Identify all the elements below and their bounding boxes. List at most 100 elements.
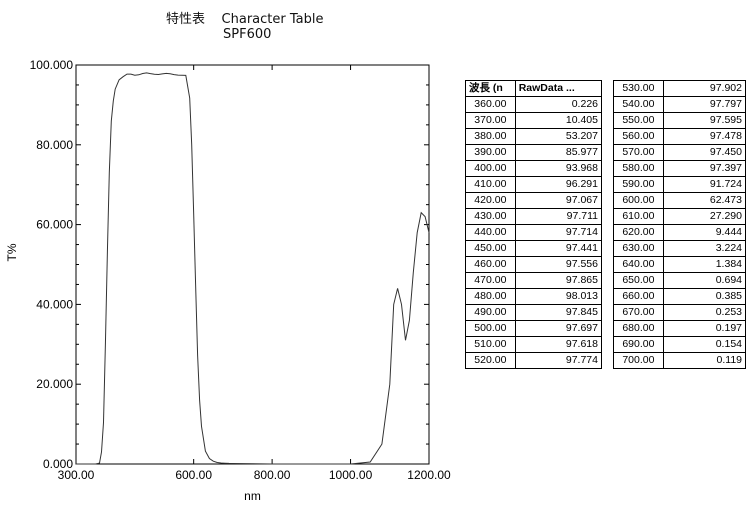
wavelength-cell: 490.00 [465,304,516,321]
rawdata-cell: 97.450 [662,144,747,161]
wavelength-cell: 400.00 [465,160,516,177]
rawdata-cell: 98.013 [514,288,603,305]
wavelength-cell: 610.00 [613,208,664,225]
rawdata-cell: 91.724 [662,176,747,193]
rawdata-cell: 62.473 [662,192,747,209]
table-row: 430.00 97.711 [465,208,603,225]
y-tick-label: 100.000 [30,58,74,72]
rawdata-cell: 0.154 [662,336,747,353]
table-row: 440.00 97.714 [465,224,603,241]
wavelength-cell: 410.00 [465,176,516,193]
rawdata-cell: 97.441 [514,240,603,257]
wavelength-cell: 630.00 [613,240,664,257]
y-tick-label: 40.000 [36,297,73,311]
wavelength-cell: 510.00 [465,336,516,353]
table-row: 420.00 97.067 [465,192,603,209]
table-row: 490.00 97.845 [465,304,603,321]
wavelength-cell: 590.00 [613,176,664,193]
x-tick-label: 1000.00 [329,468,373,482]
table-row: 580.00 97.397 [613,160,747,177]
rawdata-cell: 97.397 [662,160,747,177]
wavelength-cell: 660.00 [613,288,664,305]
rawdata-cell: 9.444 [662,224,747,241]
table-row: 360.00 0.226 [465,96,603,113]
rawdata-cell: 97.797 [662,96,747,113]
y-axis-label: T% [5,243,19,261]
rawdata-cell: 97.845 [514,304,603,321]
column-header-wavelength[interactable]: 波長 (n [465,80,516,97]
wavelength-cell: 560.00 [613,128,664,145]
wavelength-cell: 480.00 [465,288,516,305]
x-tick-label: 300.00 [58,468,95,482]
table-row: 560.00 97.478 [613,128,747,145]
rawdata-cell: 96.291 [514,176,603,193]
rawdata-cell: 0.119 [662,352,747,369]
rawdata-cell: 0.385 [662,288,747,305]
rawdata-cell: 3.224 [662,240,747,257]
rawdata-cell: 0.197 [662,320,747,337]
rawdata-cell: 97.067 [514,192,603,209]
table-row: 700.00 0.119 [613,352,747,369]
table-row: 460.00 97.556 [465,256,603,273]
wavelength-cell: 470.00 [465,272,516,289]
table-row: 450.00 97.441 [465,240,603,257]
table-row: 480.00 98.013 [465,288,603,305]
table-row: 570.00 97.450 [613,144,747,161]
table-row: 620.00 9.444 [613,224,747,241]
table-row: 610.00 27.290 [613,208,747,225]
table-row: 370.00 10.405 [465,112,603,129]
wavelength-cell: 650.00 [613,272,664,289]
table-header-row: 波長 (n RawData ... [465,80,603,97]
table-row: 520.00 97.774 [465,352,603,369]
wavelength-cell: 690.00 [613,336,664,353]
rawdata-cell: 97.865 [514,272,603,289]
wavelength-cell: 640.00 [613,256,664,273]
table-row: 390.00 85.977 [465,144,603,161]
rawdata-cell: 1.384 [662,256,747,273]
wavelength-cell: 390.00 [465,144,516,161]
wavelength-cell: 530.00 [613,80,664,97]
y-tick-label: 80.000 [36,138,73,152]
wavelength-cell: 370.00 [465,112,516,129]
table-row: 650.00 0.694 [613,272,747,289]
table-row: 670.00 0.253 [613,304,747,321]
x-axis-label: nm [244,489,261,503]
y-tick-label: 20.000 [36,377,73,391]
column-header-rawdata[interactable]: RawData ... [514,80,603,97]
rawdata-cell: 97.774 [514,352,603,369]
wavelength-cell: 680.00 [613,320,664,337]
table-row: 600.00 62.473 [613,192,747,209]
table-row: 590.00 91.724 [613,176,747,193]
table-row: 400.00 93.968 [465,160,603,177]
wavelength-cell: 620.00 [613,224,664,241]
chart-subtitle: SPF600 [223,27,272,42]
x-tick-label: 600.00 [175,468,212,482]
table-row: 690.00 0.154 [613,336,747,353]
chart-title: 特性表 Character Table [166,8,323,27]
table-row: 640.00 1.384 [613,256,747,273]
table-row: 680.00 0.197 [613,320,747,337]
rawdata-cell: 97.595 [662,112,747,129]
table-row: 500.00 97.697 [465,320,603,337]
wavelength-cell: 570.00 [613,144,664,161]
wavelength-cell: 440.00 [465,224,516,241]
wavelength-cell: 430.00 [465,208,516,225]
data-table-right: 530.00 97.902 540.00 97.797 550.00 97.595 560.… [613,80,747,369]
y-tick-label: 60.000 [36,218,73,232]
transmission-curve [76,72,430,465]
chart-title-en: Character Table [221,12,324,27]
rawdata-cell: 0.253 [662,304,747,321]
wavelength-cell: 450.00 [465,240,516,257]
chart-title-jp: 特性表 [166,12,206,27]
wavelength-cell: 670.00 [613,304,664,321]
table-row: 550.00 97.595 [613,112,747,129]
x-tick-label: 1200.00 [407,468,451,482]
rawdata-cell: 27.290 [662,208,747,225]
wavelength-cell: 420.00 [465,192,516,209]
rawdata-cell: 0.226 [514,96,603,113]
rawdata-cell: 97.714 [514,224,603,241]
rawdata-cell: 0.694 [662,272,747,289]
wavelength-cell: 460.00 [465,256,516,273]
